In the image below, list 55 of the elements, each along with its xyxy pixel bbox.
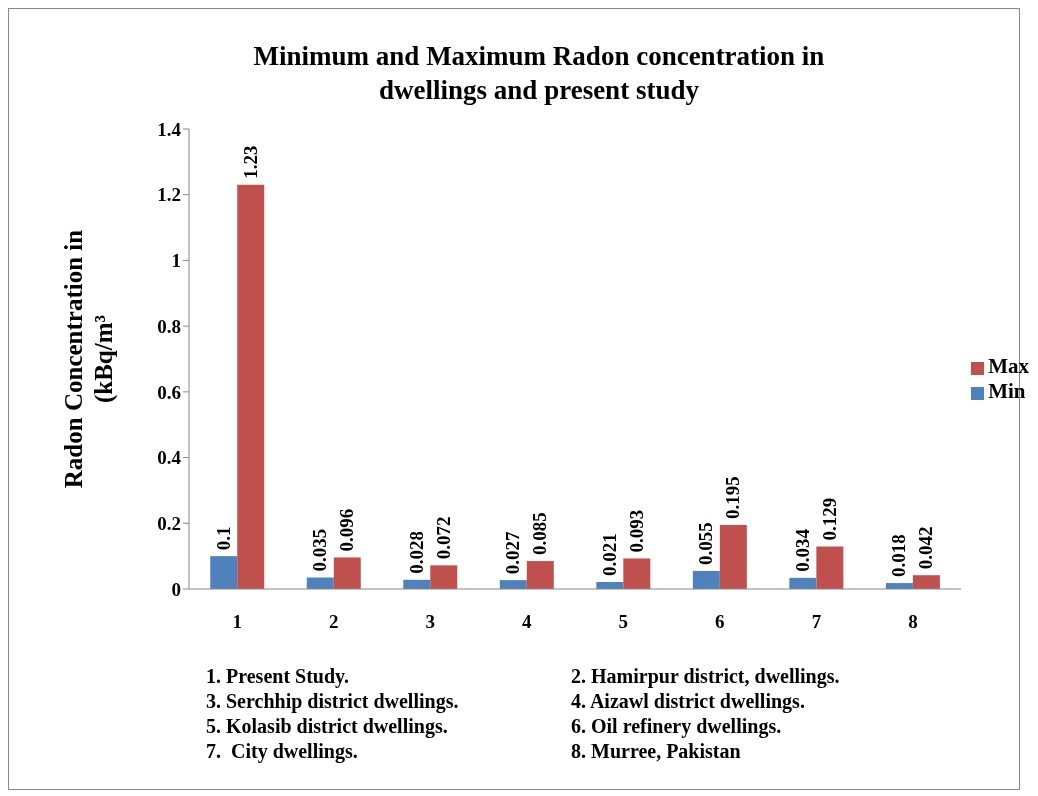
y-tick-label: 1.2 [157,184,181,206]
text: 4. Aizawl district dwellings. [571,689,806,714]
text: 2. Hamirpur district, dwellings. [571,664,841,689]
data-label: 0.096 [336,508,358,552]
data-label: 0.1 [212,526,234,551]
x-tick-label: 3 [425,611,436,633]
data-label: 0.021 [598,533,620,577]
bar [912,575,940,589]
data-label: 0.027 [502,530,524,575]
y-tick-label: 0.8 [157,315,181,337]
data-label: 0.085 [529,512,551,556]
legend-label: Max [988,354,1029,378]
data-label: 0.028 [405,531,427,574]
bar [333,557,361,589]
legend-label: Min [988,379,1026,403]
data-label: 1.23 [239,145,261,179]
x-tick-label: 6 [715,611,725,633]
x-tick-label: 8 [908,611,918,633]
data-label: 0.035 [309,528,331,572]
bar [430,565,458,589]
y-tick-label: 0.6 [157,381,181,403]
x-tick-label: 5 [618,611,629,633]
data-label: 0.042 [915,526,937,570]
data-label: 0.093 [625,509,647,553]
bar [499,580,527,589]
y-tick-label: 1.4 [157,118,182,140]
text: 3. Serchhip district dwellings. [206,689,460,714]
bar [237,184,265,589]
x-tick-label: 1 [232,611,243,633]
x-tick-label: 2 [329,611,339,633]
text: 5. Kolasib district dwellings. [206,714,449,739]
x-tick-label: 4 [522,611,533,633]
y-axis-title: Radon Concentration in (kBq/m³ [59,228,118,491]
y-tick-label: 0.2 [157,513,181,535]
data-label: 0.034 [791,528,813,572]
y-tick-label: 0 [171,578,181,600]
text: 6. Oil refinery dwellings. [571,714,783,739]
chart-title: Minimum and Maximum Radon concentration in dwellings and present study [252,40,826,107]
x-tick-label: 7 [811,611,822,633]
text: 1. Present Study. [206,664,350,689]
data-label: 0.072 [432,516,454,560]
y-tick-label: 0.4 [157,447,182,469]
data-label: 0.055 [695,522,717,565]
text: 8. Murree, Pakistan [571,739,742,764]
y-tick-label: 1 [171,250,181,272]
text: 7. City dwellings. [206,739,359,764]
bar [526,561,554,589]
data-label: 0.129 [818,497,840,541]
data-label: 0.195 [722,476,744,519]
bar [210,556,238,589]
bar [623,558,651,589]
data-label: 0.018 [888,534,910,578]
bar [719,524,747,589]
bar [692,570,720,589]
bar [816,546,844,589]
